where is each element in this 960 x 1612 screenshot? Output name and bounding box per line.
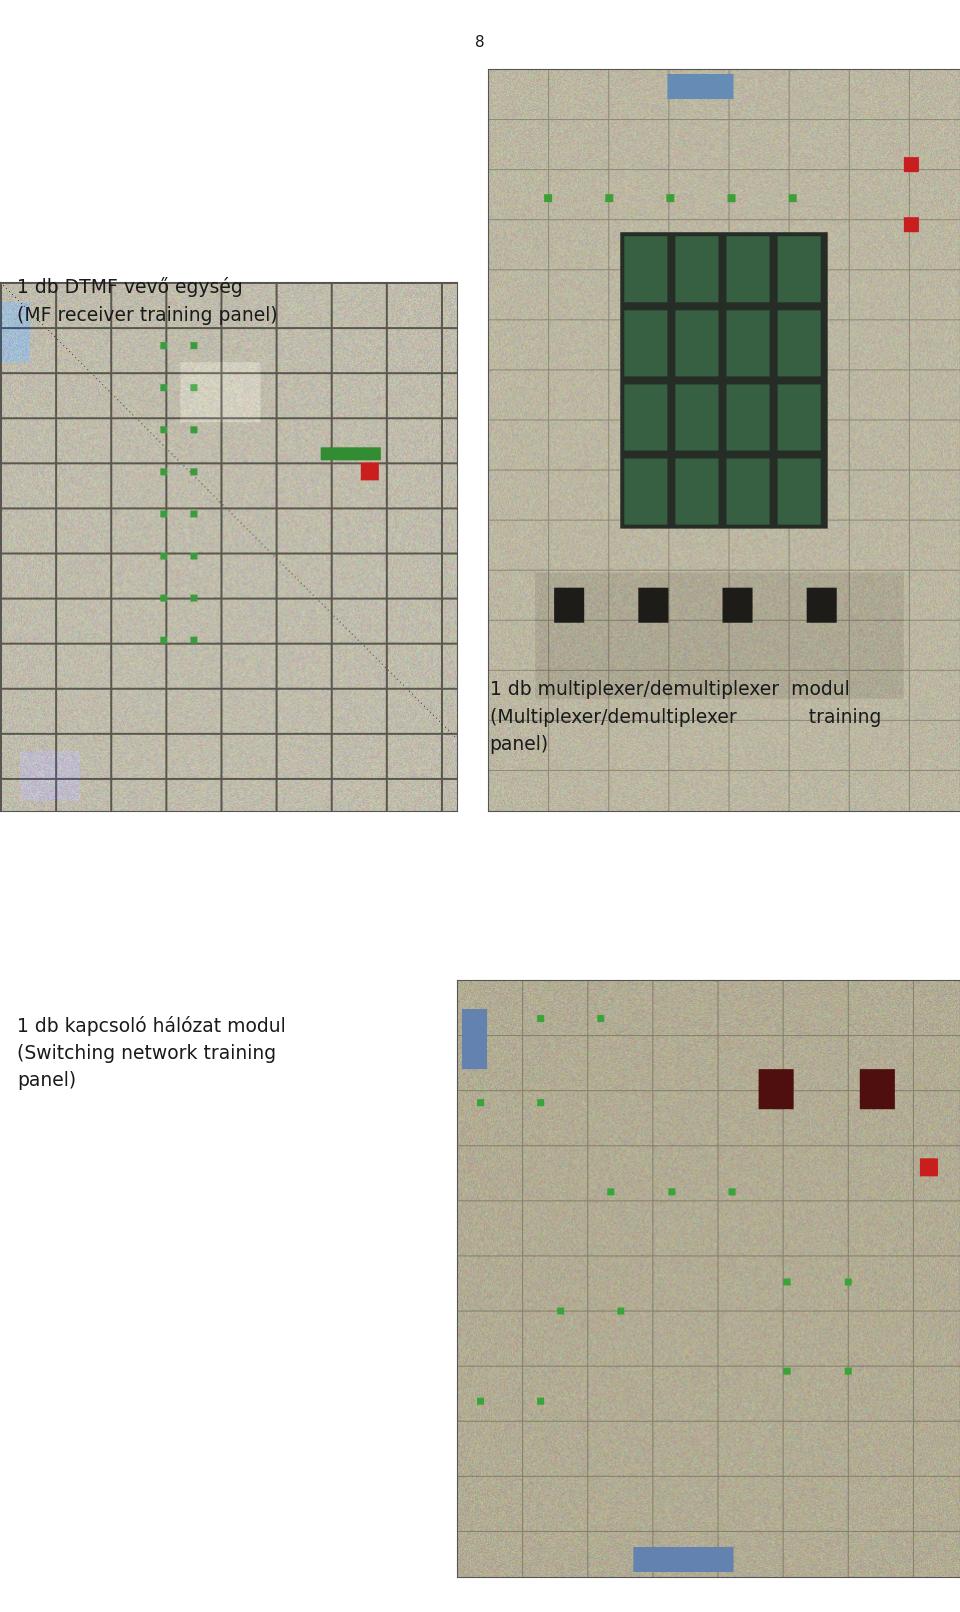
Text: 1 db DTMF vevő egység
(MF receiver training panel): 1 db DTMF vevő egység (MF receiver train…	[17, 277, 277, 324]
Text: 1 db kapcsoló hálózat modul
(Switching network training
panel): 1 db kapcsoló hálózat modul (Switching n…	[17, 1016, 286, 1090]
Text: 8: 8	[475, 35, 485, 50]
Text: 1 db multiplexer/demultiplexer  modul
(Multiplexer/demultiplexer            trai: 1 db multiplexer/demultiplexer modul (Mu…	[490, 680, 881, 754]
